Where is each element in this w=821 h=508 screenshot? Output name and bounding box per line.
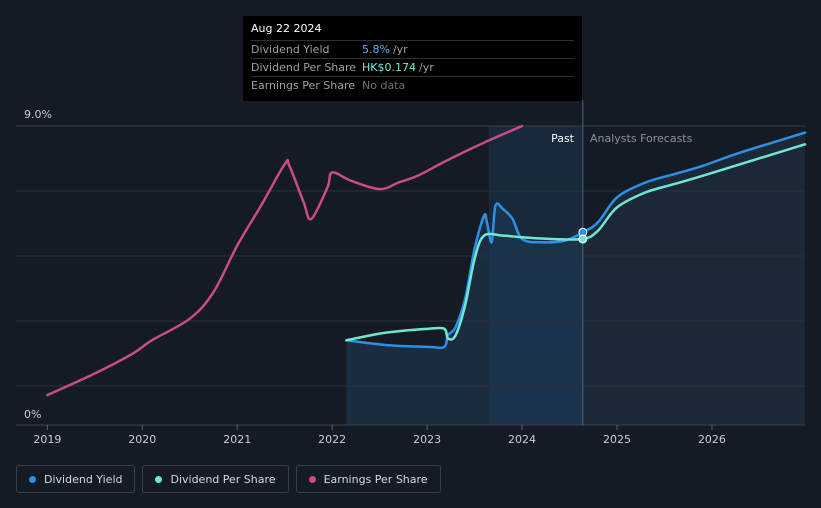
- tooltip-value: 5.8%: [362, 43, 390, 56]
- legend-dot-icon: [155, 475, 163, 483]
- y-axis: 9.0% 0%: [24, 108, 52, 421]
- tooltip-date: Aug 22 2024: [251, 22, 322, 35]
- x-tick-label: 2023: [413, 433, 441, 446]
- tooltip-unit: /yr: [418, 61, 434, 74]
- x-axis: 2019 2020 2021 2022 2023 2024 2025 2026: [33, 425, 726, 446]
- tooltip-unit: /yr: [392, 43, 408, 56]
- tooltip-label: Dividend Yield: [251, 43, 330, 56]
- tooltip-value: HK$0.174: [362, 61, 416, 74]
- series-dividend-per-share: [345, 143, 807, 342]
- legend-dot-icon: [29, 475, 36, 483]
- tooltip-row-earnings-per-share: Earnings Per Share No data: [251, 76, 574, 94]
- past-label: Past: [551, 132, 575, 145]
- legend-dividend-yield[interactable]: Dividend Yield: [16, 465, 136, 493]
- legend-label: Earnings Per Share: [323, 472, 428, 486]
- x-tick-label: 2019: [33, 433, 61, 446]
- x-tick-label: 2020: [128, 433, 156, 446]
- gridlines: [16, 125, 805, 426]
- series-earnings-per-share: [46, 124, 524, 397]
- current-markers: [578, 227, 588, 244]
- tooltip-row-dividend-yield: Dividend Yield 5.8% /yr: [251, 40, 574, 58]
- x-tick-label: 2025: [603, 433, 631, 446]
- x-tick-label: 2022: [318, 433, 346, 446]
- legend-label: Dividend Yield: [44, 472, 123, 486]
- tooltip-row-dividend-per-share: Dividend Per Share HK$0.174 /yr: [251, 58, 574, 76]
- legend-dividend-per-share[interactable]: Dividend Per Share: [142, 465, 289, 493]
- x-tick-label: 2021: [223, 433, 251, 446]
- dividend-area-forecast: [582, 132, 805, 425]
- y-tick-label: 0%: [24, 408, 41, 421]
- legend-earnings-per-share[interactable]: Earnings Per Share: [295, 465, 441, 493]
- tooltip-label: Dividend Per Share: [251, 61, 357, 74]
- x-tick-label: 2026: [698, 433, 726, 446]
- tooltip: Aug 22 2024 Dividend Yield 5.8% /yr Divi…: [243, 16, 582, 101]
- legend-dot-icon: [308, 475, 316, 483]
- dividend-area-past: [346, 203, 583, 425]
- x-tick-label: 2024: [508, 433, 536, 446]
- tooltip-value: No data: [362, 79, 406, 92]
- y-tick-label: 9.0%: [24, 108, 52, 121]
- legend-label: Dividend Per Share: [170, 472, 276, 486]
- series-lines: [46, 124, 807, 397]
- legend: Dividend Yield Dividend Per Share Earnin…: [16, 465, 441, 493]
- tooltip-label: Earnings Per Share: [251, 79, 356, 92]
- marker-dividend-per-share: [578, 234, 588, 244]
- forecast-label: Analysts Forecasts: [590, 132, 693, 145]
